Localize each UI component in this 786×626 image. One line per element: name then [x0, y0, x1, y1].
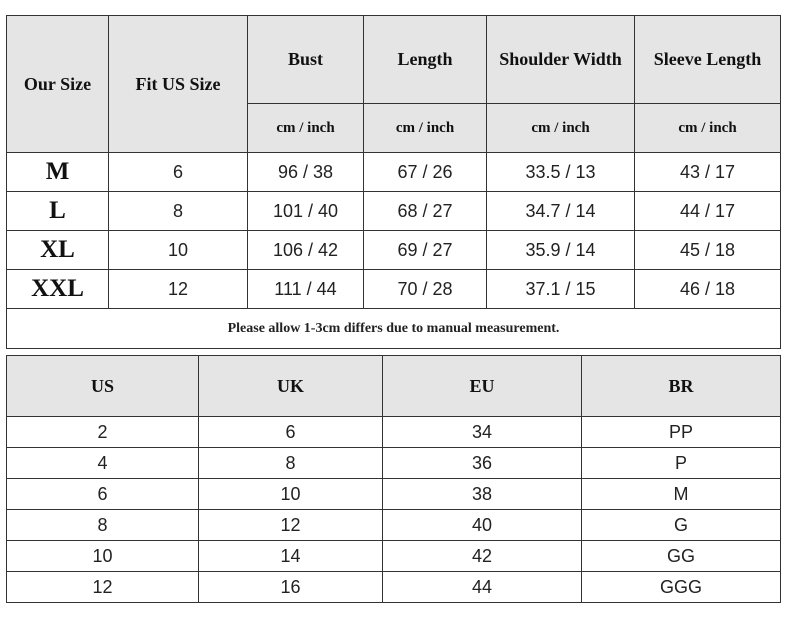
cell-sleeve: 44 / 17	[634, 191, 781, 231]
table-row: 2 6 34 PP	[6, 416, 781, 448]
unit-label: cm / inch	[363, 103, 487, 153]
unit-label: cm / inch	[486, 103, 635, 153]
cell-length: 69 / 27	[363, 230, 487, 270]
cell-eu: 42	[382, 540, 582, 572]
cell-shoulder: 33.5 / 13	[486, 152, 635, 192]
cell-eu: 44	[382, 571, 582, 603]
cell-eu: 34	[382, 416, 582, 448]
cell-sleeve: 46 / 18	[634, 269, 781, 309]
header-bust: Bust	[247, 15, 364, 104]
table-row: 8 12 40 G	[6, 509, 781, 541]
cell-size: XL	[6, 230, 109, 270]
unit-label: cm / inch	[247, 103, 364, 153]
cell-sleeve: 45 / 18	[634, 230, 781, 270]
cell-br: P	[581, 447, 781, 479]
cell-us: 4	[6, 447, 199, 479]
table-row: L 8 101 / 40 68 / 27 34.7 / 14 44 / 17	[6, 191, 781, 231]
cell-size: M	[6, 152, 109, 192]
header-length: Length	[363, 15, 487, 104]
header-uk: UK	[198, 355, 383, 417]
header-sleeve-length: Sleeve Length	[634, 15, 781, 104]
cell-bust: 111 / 44	[247, 269, 364, 309]
cell-us: 10	[108, 230, 248, 270]
cell-bust: 101 / 40	[247, 191, 364, 231]
table-row: 4 8 36 P	[6, 447, 781, 479]
cell-us: 12	[6, 571, 199, 603]
cell-us: 8	[6, 509, 199, 541]
measurement-note: Please allow 1-3cm differs due to manual…	[6, 308, 781, 349]
cell-size: XXL	[6, 269, 109, 309]
header-us: US	[6, 355, 199, 417]
header-eu: EU	[382, 355, 582, 417]
table-row: 10 14 42 GG	[6, 540, 781, 572]
cell-shoulder: 37.1 / 15	[486, 269, 635, 309]
cell-us: 10	[6, 540, 199, 572]
header-our-size: Our Size	[6, 15, 109, 153]
cell-uk: 16	[198, 571, 383, 603]
cell-br: PP	[581, 416, 781, 448]
cell-br: GGG	[581, 571, 781, 603]
size-conversion-table: US UK EU BR 2 6 34 PP 4 8 36 P 6 10 38 M 8 12 40 G 10 14 4…	[6, 355, 781, 603]
table-row: M 6 96 / 38 67 / 26 33.5 / 13 43 / 17	[6, 152, 781, 192]
cell-br: M	[581, 478, 781, 510]
cell-uk: 14	[198, 540, 383, 572]
cell-us: 12	[108, 269, 248, 309]
cell-uk: 12	[198, 509, 383, 541]
table-row: 12 16 44 GGG	[6, 571, 781, 603]
cell-eu: 38	[382, 478, 582, 510]
cell-eu: 36	[382, 447, 582, 479]
cell-eu: 40	[382, 509, 582, 541]
cell-length: 70 / 28	[363, 269, 487, 309]
cell-size: L	[6, 191, 109, 231]
cell-shoulder: 35.9 / 14	[486, 230, 635, 270]
cell-uk: 8	[198, 447, 383, 479]
table-row: XL 10 106 / 42 69 / 27 35.9 / 14 45 / 18	[6, 230, 781, 270]
header-shoulder-width: Shoulder Width	[486, 15, 635, 104]
table-row: 6 10 38 M	[6, 478, 781, 510]
cell-uk: 6	[198, 416, 383, 448]
cell-br: G	[581, 509, 781, 541]
cell-length: 67 / 26	[363, 152, 487, 192]
unit-label: cm / inch	[634, 103, 781, 153]
cell-uk: 10	[198, 478, 383, 510]
cell-sleeve: 43 / 17	[634, 152, 781, 192]
header-br: BR	[581, 355, 781, 417]
cell-us: 2	[6, 416, 199, 448]
cell-bust: 96 / 38	[247, 152, 364, 192]
table-row: XXL 12 111 / 44 70 / 28 37.1 / 15 46 / 18	[6, 269, 781, 309]
cell-length: 68 / 27	[363, 191, 487, 231]
cell-bust: 106 / 42	[247, 230, 364, 270]
cell-us: 6	[6, 478, 199, 510]
size-chart-table: Our Size Fit US Size Bust Length Shoulde…	[6, 15, 781, 349]
cell-us: 6	[108, 152, 248, 192]
cell-shoulder: 34.7 / 14	[486, 191, 635, 231]
cell-br: GG	[581, 540, 781, 572]
header-fit-us-size: Fit US Size	[108, 15, 248, 153]
cell-us: 8	[108, 191, 248, 231]
